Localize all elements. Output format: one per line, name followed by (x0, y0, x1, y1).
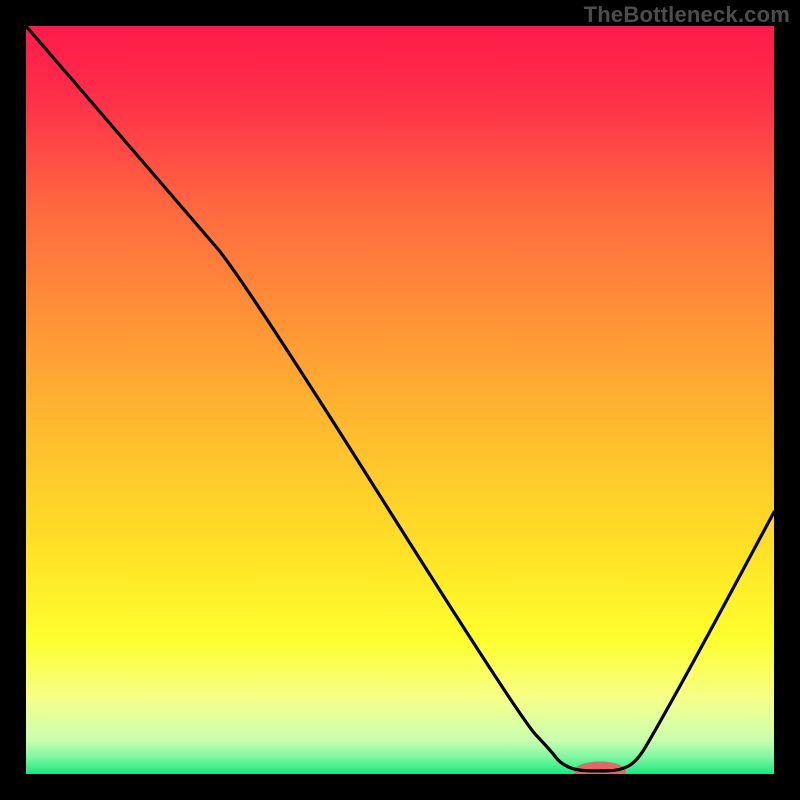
chart-frame: TheBottleneck.com (0, 0, 800, 800)
watermark-text: TheBottleneck.com (584, 2, 790, 28)
gradient-background (26, 26, 774, 774)
bottleneck-curve-chart (0, 0, 800, 800)
